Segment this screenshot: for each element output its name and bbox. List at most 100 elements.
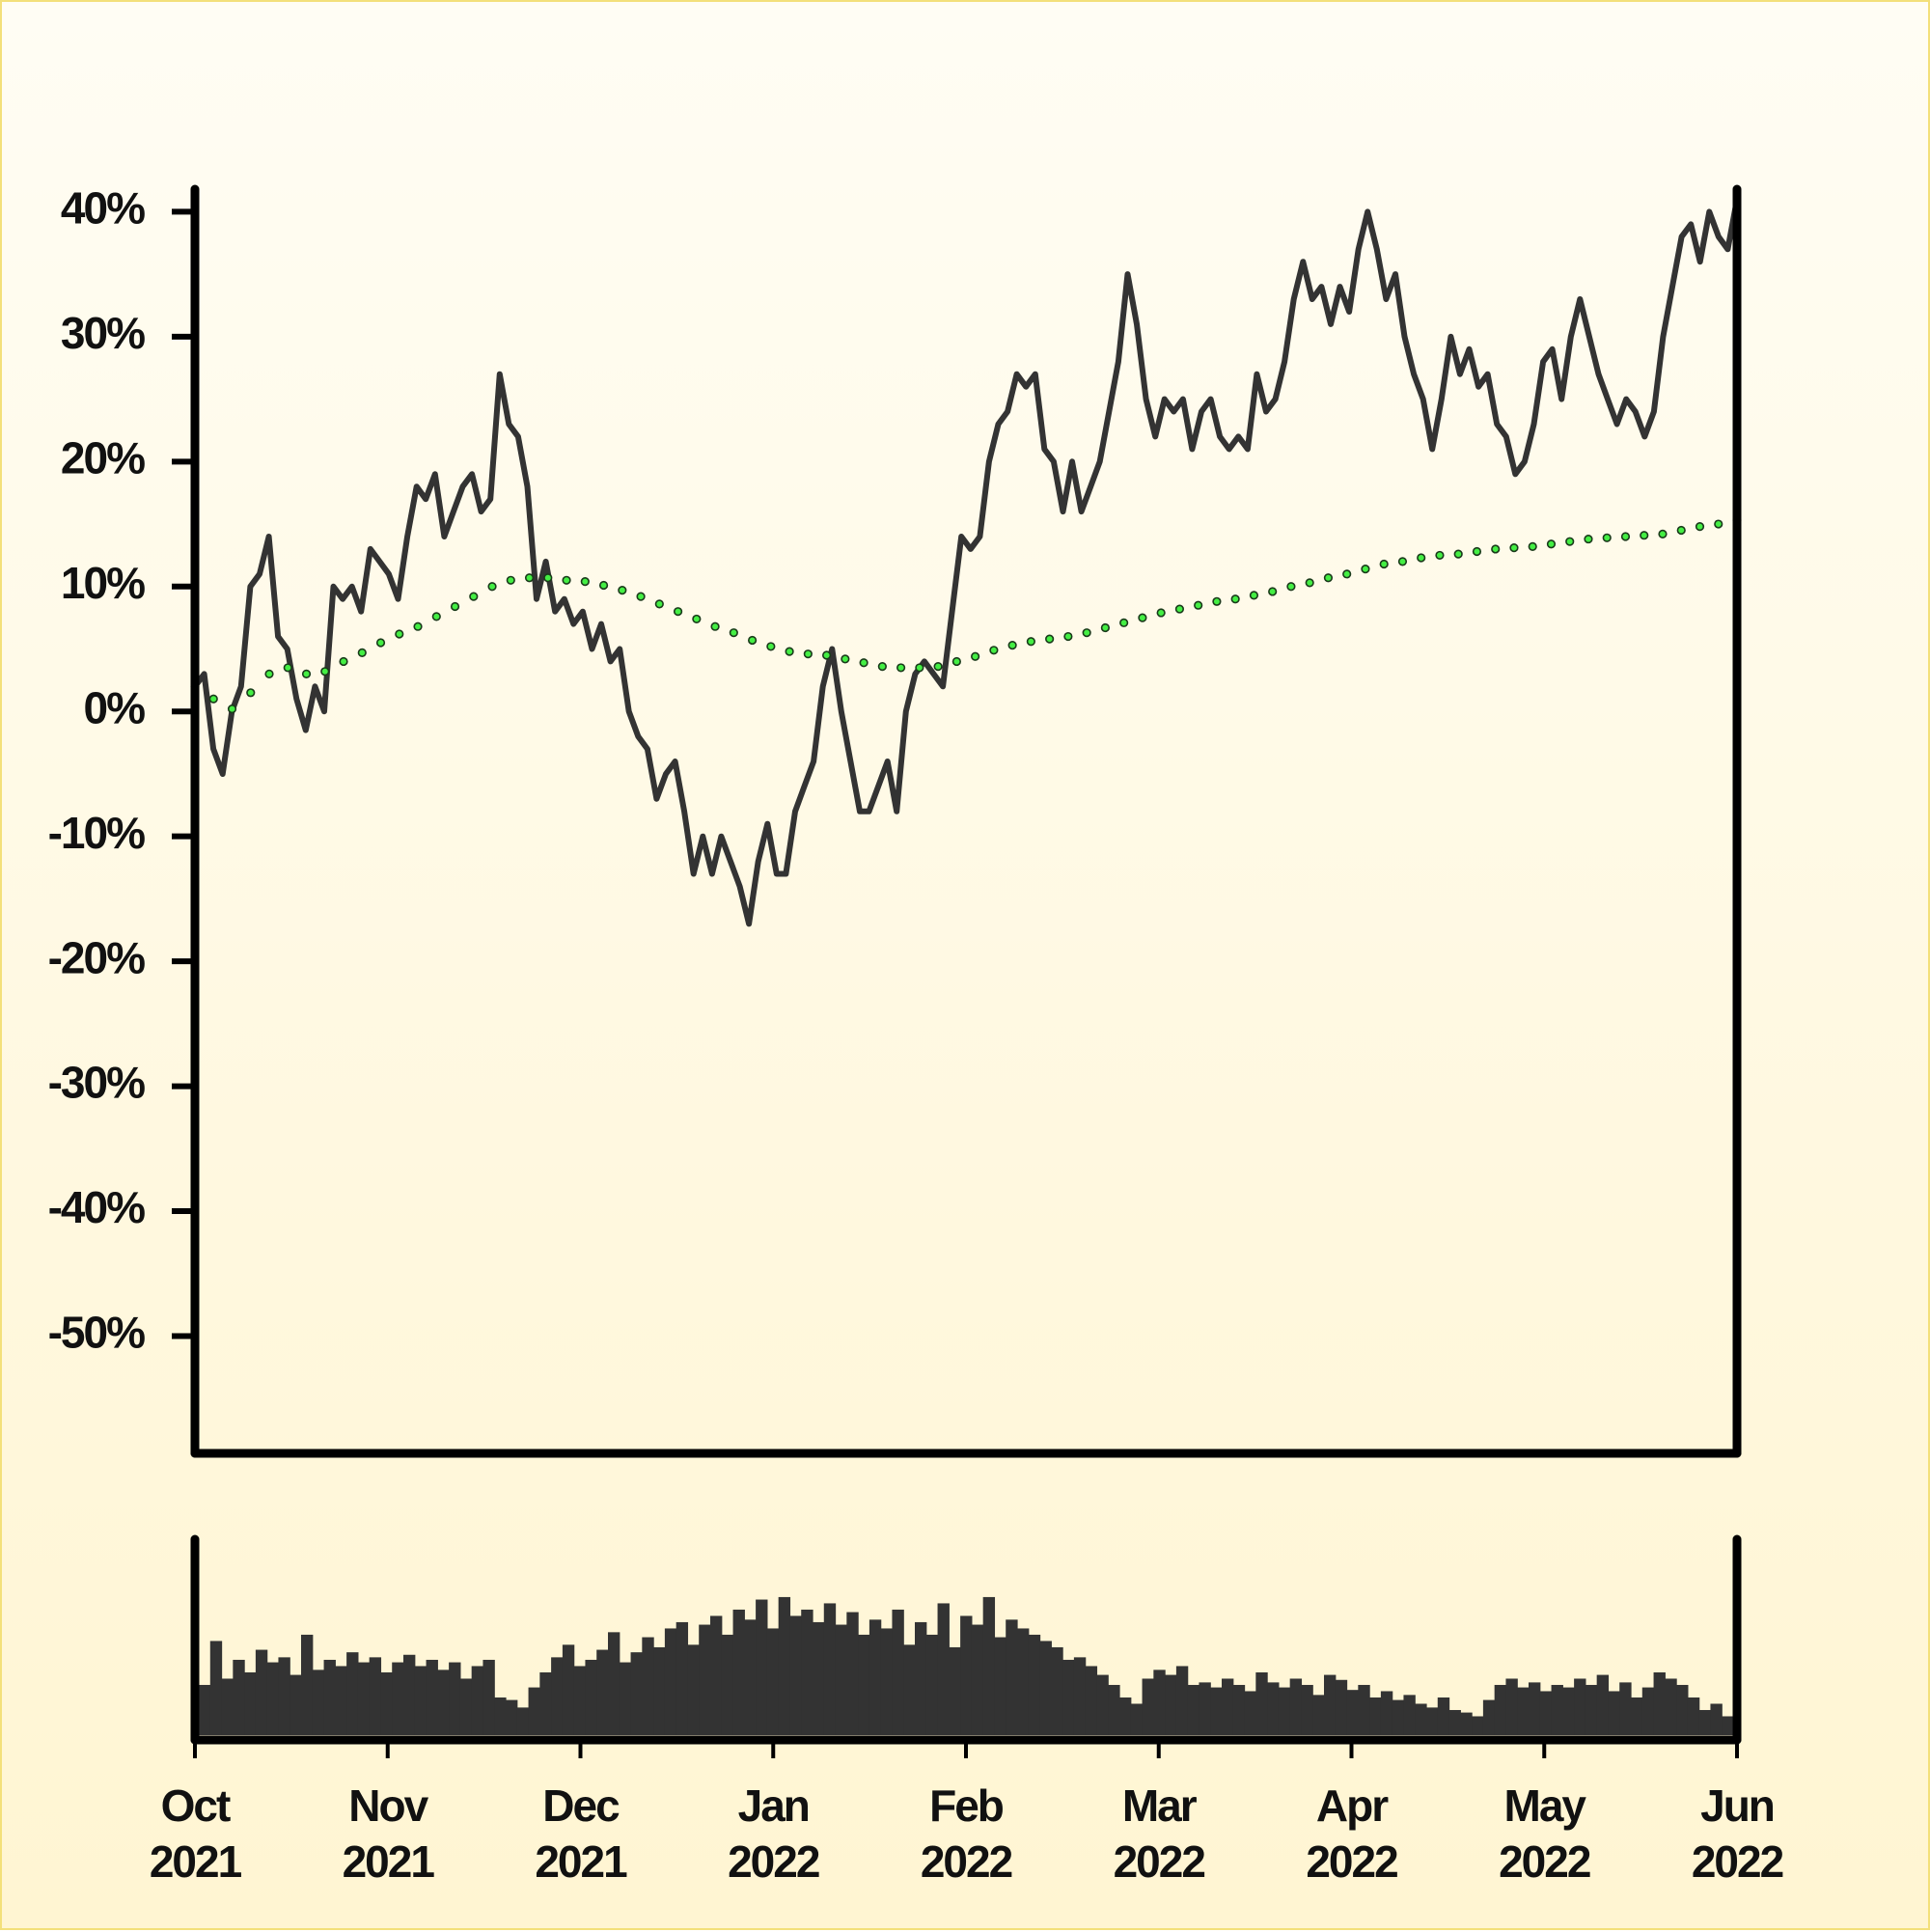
average-dot [375,638,386,648]
volume-bar [721,1634,734,1735]
y-tick-label: -30% [48,1058,145,1108]
volume-bar [676,1621,689,1735]
average-dot [1045,634,1055,644]
average-dot [841,654,850,664]
average-dot [1156,608,1166,618]
x-tick-label: Jan 2022 [728,1780,820,1887]
volume-bar [1687,1697,1700,1735]
average-dot [1212,596,1222,606]
average-dot [1063,631,1073,642]
volume-bar [506,1699,518,1735]
average-dot [1342,569,1352,579]
volume-bar [858,1634,870,1735]
volume-bar [1448,1709,1461,1735]
average-dot [227,704,237,714]
average-dot [915,663,924,673]
x-tick-label: Nov 2021 [342,1780,435,1887]
volume-bar [255,1649,268,1735]
volume-bar [1142,1678,1154,1735]
volume-bar [766,1628,780,1735]
volume-bar [732,1609,745,1735]
average-dot [1714,519,1723,529]
x-tick-label: Mar 2022 [1113,1780,1206,1887]
volume-bar [335,1666,347,1735]
average-dot [933,662,943,672]
average-dot [1565,537,1575,546]
average-dot [469,592,479,601]
average-dot [450,601,460,612]
volume-bar [846,1612,859,1735]
volume-bar [949,1646,961,1735]
y-tick-label: -50% [48,1308,145,1358]
volume-bar [357,1662,371,1735]
volume-bar [1665,1678,1677,1735]
average-dot [1640,531,1649,540]
volume-bar [1460,1712,1473,1735]
volume-bar [1403,1695,1416,1735]
volume-bar [1494,1684,1507,1735]
volume-bar [1222,1678,1234,1735]
average-dot [654,599,664,609]
volume-bar [1244,1691,1256,1735]
volume-bar [608,1632,620,1735]
average-dot [896,663,906,673]
average-dot [524,573,535,583]
volume-bar [1631,1697,1643,1735]
volume-bar [925,1634,939,1735]
volume-bar [1529,1682,1541,1735]
average-dot [598,580,609,591]
volume-bar [312,1670,325,1735]
volume-bar [892,1609,904,1735]
volume-bar [880,1628,894,1735]
volume-bar [482,1659,495,1735]
volume-bar [596,1649,609,1735]
average-dot [1472,546,1482,557]
volume-bar [1722,1716,1734,1735]
volume-bar [1472,1716,1484,1735]
volume-bar [1108,1684,1120,1735]
volume-bar [1255,1671,1268,1735]
average-dot [710,621,720,631]
price-line [192,198,1740,927]
average-dot [580,576,590,587]
average-dot [618,586,627,595]
average-dot [1509,543,1519,553]
volume-bar [687,1644,700,1735]
volume-bar [1165,1674,1177,1735]
volume-bar [653,1646,666,1735]
volume-bar [1482,1699,1496,1735]
volume-bar [437,1670,450,1735]
average-dot [747,635,758,646]
volume-bar [1175,1666,1189,1735]
volume-bar [778,1596,791,1735]
average-dot [673,607,683,617]
average-dot [431,612,441,621]
volume-bar [1608,1691,1620,1735]
volume-bar [494,1697,507,1735]
average-dot [506,575,515,585]
volume-bar [449,1662,461,1735]
volume-bar [1505,1678,1518,1735]
average-dot [208,694,218,704]
x-tick-label: Oct 2021 [149,1780,242,1887]
average-dot [803,649,813,659]
average-dot [562,575,571,585]
average-dot [785,647,794,656]
average-dot [1174,604,1185,614]
average-dot [1602,533,1612,542]
average-dot [1620,532,1631,541]
y-tick-label: 10% [61,558,145,608]
volume-bar [630,1652,643,1735]
average-dot [1119,618,1129,627]
volume-bar [1346,1690,1359,1735]
average-dot [1026,637,1035,647]
average-dot [1453,549,1463,559]
volume-bar [1710,1703,1723,1735]
volume-bar [1698,1709,1712,1735]
volume-bar [233,1659,245,1735]
volume-bar [221,1678,234,1735]
volume-bar [1232,1684,1246,1735]
volume-bar [346,1652,359,1735]
volume-bar [426,1659,438,1735]
